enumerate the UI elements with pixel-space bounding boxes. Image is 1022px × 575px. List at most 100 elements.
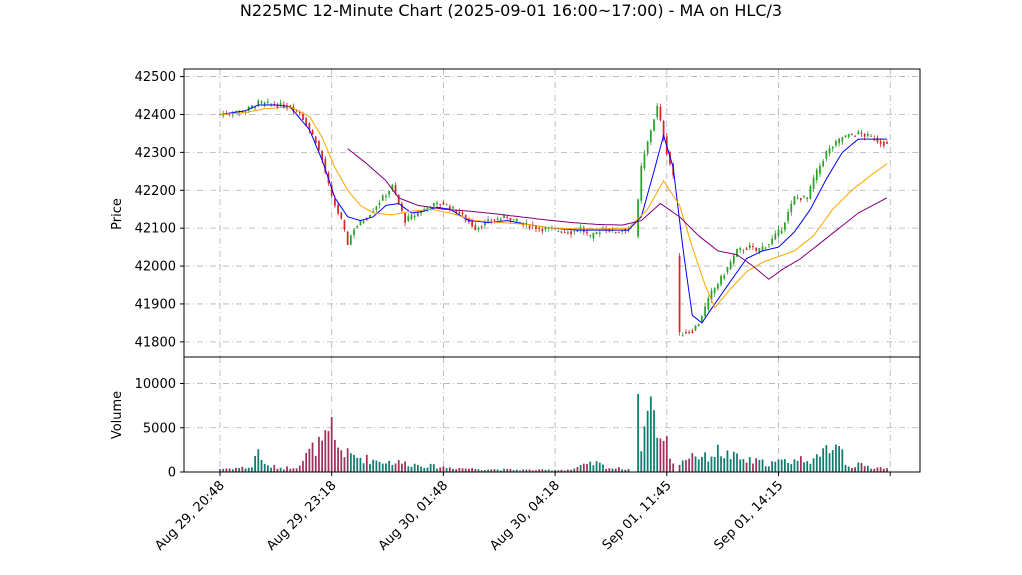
volume-bar (343, 457, 346, 472)
volume-bar (787, 462, 789, 472)
volume-bar (544, 469, 547, 472)
volume-bar (330, 416, 333, 472)
candle-body (681, 335, 684, 337)
volume-bar (225, 468, 228, 472)
volume-bar (720, 456, 722, 472)
candle-body (401, 203, 403, 211)
candle-body (723, 275, 726, 279)
volume-bar (509, 468, 512, 472)
candle-body (385, 195, 387, 198)
volume-panel: 0 5000 10000 Volume (110, 356, 921, 481)
volume-bar (452, 468, 454, 472)
candle-body (707, 297, 710, 309)
volume-bar (860, 463, 863, 472)
moving-average-lines (219, 104, 888, 324)
candle-body (758, 248, 761, 253)
candle-body (471, 221, 473, 227)
candle-body (266, 101, 269, 103)
volume-bar (685, 460, 687, 472)
candle-body (432, 202, 435, 207)
volume-bar (777, 459, 780, 472)
price-tick-label: 42400 (135, 108, 176, 123)
volume-bar (487, 469, 489, 472)
candle-body (806, 197, 809, 200)
candle-body (736, 248, 738, 257)
price-panel: 41800 41900 42000 42100 42200 42300 42400 42500… (110, 68, 921, 358)
candle-body (359, 220, 362, 226)
candle-body (474, 225, 477, 231)
candle-body (710, 290, 713, 300)
volume-bar (257, 449, 260, 472)
volume-bar (764, 466, 767, 472)
volume-bar (375, 460, 378, 472)
volume-bar (519, 470, 521, 472)
chart-title: N225MC 12-Minute Chart (2025-09-01 16:00… (240, 1, 782, 20)
volume-bar (825, 445, 828, 472)
candle-body (621, 230, 623, 232)
volume-bar (528, 469, 531, 472)
volume-bar (228, 468, 231, 472)
volume-bar (799, 456, 802, 472)
volume-bar (298, 465, 301, 472)
candle-body (589, 235, 592, 237)
candle-body (701, 316, 703, 322)
candle-body (592, 232, 595, 239)
volume-bar (828, 453, 831, 472)
candle-body (448, 206, 451, 210)
volume-bar (254, 456, 256, 472)
candle-body (525, 222, 528, 225)
candle-body (439, 204, 442, 206)
volume-bar (474, 469, 477, 472)
candle-body (244, 111, 247, 113)
candle-body (426, 207, 429, 210)
volume-bar (742, 459, 745, 472)
volume-bar (732, 451, 735, 472)
candle-body (678, 256, 681, 332)
volume-bar (391, 464, 394, 472)
volume-bar (493, 469, 496, 472)
volume-bar (621, 469, 623, 472)
candle-body (365, 218, 368, 220)
candle-body (506, 216, 509, 219)
candle-body (745, 248, 748, 250)
volume-bar (614, 468, 617, 472)
candle-body (793, 196, 796, 205)
candle-body (643, 153, 646, 169)
price-tick-label: 42200 (135, 184, 176, 199)
volume-bar (512, 470, 515, 472)
candle-body (851, 134, 853, 136)
candle-body (847, 133, 850, 138)
volume-bar (710, 456, 713, 472)
candle-body (512, 219, 515, 221)
candle-body (429, 207, 432, 209)
candle-body (436, 202, 438, 205)
volume-bar (691, 453, 694, 472)
candle-body (538, 228, 541, 230)
volume-bar (295, 468, 298, 472)
volume-bar (349, 453, 352, 472)
candle-body (860, 132, 863, 134)
candle-body (659, 106, 662, 121)
candle-body (308, 123, 311, 130)
volume-bar (292, 468, 295, 472)
volume-bar (576, 467, 579, 472)
candle-body (251, 105, 253, 109)
candle-body (330, 185, 333, 196)
candle-body (311, 130, 314, 135)
volume-bar (656, 437, 659, 472)
volume-bar (353, 454, 355, 472)
volume-bar (305, 452, 308, 472)
volume-bar (340, 450, 343, 472)
volume-bar (359, 457, 362, 472)
volume-bar (723, 458, 726, 472)
candle-body (528, 226, 531, 229)
volume-bar (499, 470, 502, 472)
volume-bar (506, 468, 509, 472)
volume-bar (774, 461, 777, 472)
candle-body (787, 211, 789, 222)
volume-bar (404, 461, 406, 472)
volume-bar (385, 463, 387, 472)
volume-bar (251, 467, 253, 472)
candle-body (388, 191, 391, 195)
volume-axis-label: Volume (110, 391, 125, 439)
